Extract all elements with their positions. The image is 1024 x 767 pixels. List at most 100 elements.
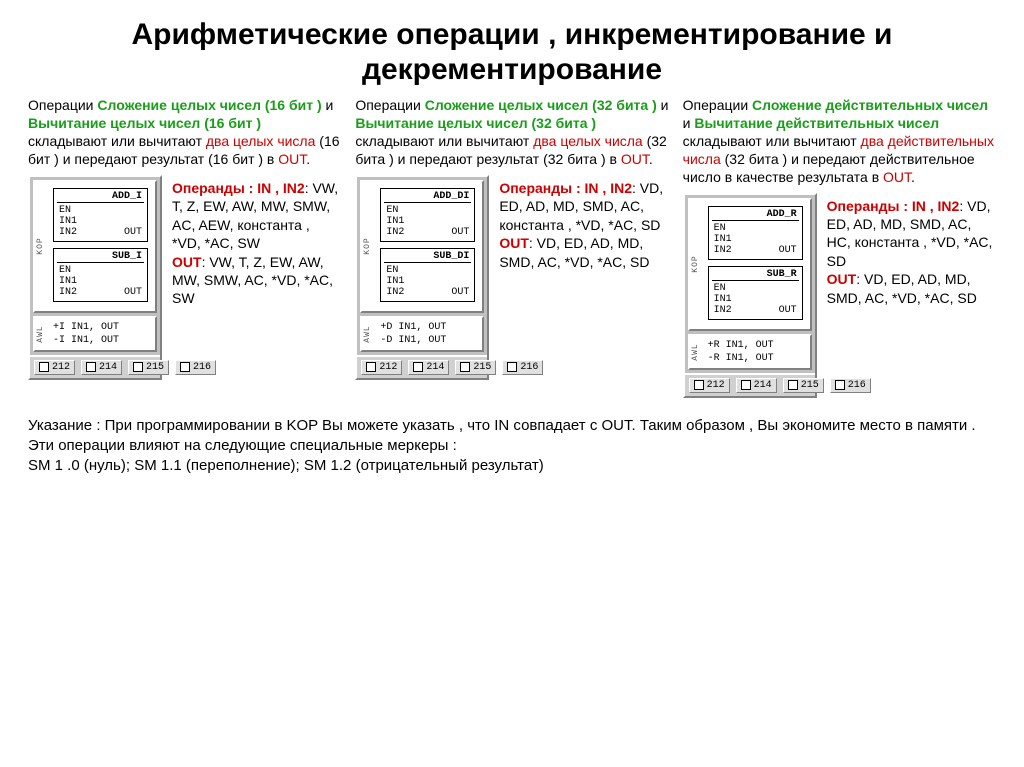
block-name: SUB_I — [57, 251, 144, 263]
awl-line: +I IN1, OUT — [53, 321, 151, 334]
port: EN — [714, 223, 726, 234]
port: EN — [386, 205, 398, 216]
column-16bit: Операции Сложение целых чисел (16 бит ) … — [28, 97, 341, 398]
chip-label: 212 — [52, 362, 70, 373]
awl-label: AWL — [36, 325, 45, 342]
chip-label: 215 — [801, 380, 819, 391]
page-title: Арифметические операции , инкрементирова… — [28, 18, 996, 87]
operand-hint: два целых числа — [206, 133, 316, 149]
port: IN2 — [386, 287, 404, 298]
column-real: Операции Сложение действительных чисел и… — [683, 97, 996, 398]
op-name: Сложение действительных чисел — [752, 97, 988, 113]
desc-16bit: Операции Сложение целых чисел (16 бит ) … — [28, 97, 341, 169]
kop-label: KOP — [363, 237, 372, 254]
operands-in-keys: IN , IN2 — [912, 198, 959, 214]
out-label: OUT — [883, 169, 911, 185]
text: (32 бита ) и передают действительное чис… — [683, 151, 975, 185]
operand-hint: два целых числа — [533, 133, 643, 149]
op-name: Вычитание целых чисел (32 бита ) — [355, 115, 596, 131]
text: . — [911, 169, 915, 185]
port: IN1 — [386, 276, 404, 287]
text: складывают или вычитают — [355, 133, 533, 149]
block-sub-di: SUB_DI EN IN1 IN2 OUT — [380, 248, 475, 302]
plc-panel-32bit: KOP ADD_DI EN IN1 IN2OUT SUB_DI EN IN1 I… — [355, 175, 489, 380]
port: OUT — [779, 245, 797, 256]
port: OUT — [451, 227, 469, 238]
desc-32bit: Операции Сложение целых чисел (32 бита )… — [355, 97, 668, 169]
op-name: Вычитание действительных чисел — [694, 115, 939, 131]
chip-label: 212 — [707, 380, 725, 391]
chip: 215 — [455, 360, 496, 375]
column-32bit: Операции Сложение целых чисел (32 бита )… — [355, 97, 668, 398]
cpu-chips: 212 214 215 216 — [357, 355, 487, 378]
awl-label: AWL — [691, 343, 700, 360]
operands-16bit: Операнды : IN , IN2: VW, T, Z, EW, AW, M… — [172, 175, 341, 380]
port: OUT — [124, 287, 142, 298]
port: EN — [714, 283, 726, 294]
block-name: SUB_R — [712, 269, 799, 281]
chip: 215 — [128, 360, 169, 375]
port: IN2 — [386, 227, 404, 238]
chip: 214 — [736, 378, 777, 393]
text: Операции — [355, 97, 424, 113]
text: Операции — [683, 97, 752, 113]
port: EN — [59, 205, 71, 216]
out-label: OUT — [278, 151, 306, 167]
op-name: Сложение целых чисел (32 бита ) — [425, 97, 657, 113]
block-add-i: ADD_I EN IN1 IN2OUT — [53, 188, 148, 242]
kop-label: KOP — [36, 237, 45, 254]
text: Операции — [28, 97, 97, 113]
port: IN1 — [59, 216, 77, 227]
operands-in-keys: IN , IN2 — [585, 180, 632, 196]
block-sub-i: SUB_I EN IN1 IN2OUT — [53, 248, 148, 302]
port: IN2 — [59, 287, 77, 298]
out-label: OUT — [621, 151, 649, 167]
operands-out-key: OUT — [499, 235, 529, 251]
note-line: Эти операции влияют на следующие специал… — [28, 436, 996, 456]
operands-label: Операнды : — [827, 198, 908, 214]
operands-label: Операнды : — [172, 180, 253, 196]
operands-label: Операнды : — [499, 180, 580, 196]
port: OUT — [451, 287, 469, 298]
awl-line: -R IN1, OUT — [708, 352, 806, 365]
cpu-chips: 212 214 215 216 — [685, 373, 815, 396]
text: складывают или вычитают — [683, 133, 861, 149]
port: IN2 — [59, 227, 77, 238]
plc-panel-real: KOP ADD_R EN IN1 IN2OUT SUB_R EN IN1 IN2… — [683, 193, 817, 398]
port: IN2 — [714, 245, 732, 256]
text: и — [322, 97, 334, 113]
kop-label: KOP — [691, 255, 700, 272]
operands-out-key: OUT — [172, 254, 202, 270]
text: и — [657, 97, 669, 113]
chip: 212 — [34, 360, 75, 375]
operands-32bit: Операнды : IN , IN2: VD, ED, AD, MD, SMD… — [499, 175, 668, 380]
operands-out-key: OUT — [827, 271, 857, 287]
note-line: Указание : При программировании в KOP Вы… — [28, 416, 996, 436]
chip-label: 214 — [426, 362, 444, 373]
chip-label: 214 — [754, 380, 772, 391]
op-name: Сложение целых чисел (16 бит ) — [97, 97, 321, 113]
port: EN — [386, 265, 398, 276]
block-sub-r: SUB_R EN IN1 IN2OUT — [708, 266, 803, 320]
block-name: SUB_DI — [384, 251, 471, 263]
block-name: ADD_R — [712, 209, 799, 221]
awl-label: AWL — [363, 325, 372, 342]
port: IN1 — [59, 276, 77, 287]
block-add-di: ADD_DI EN IN1 IN2OUT — [380, 188, 475, 242]
chip-label: 214 — [99, 362, 117, 373]
block-add-r: ADD_R EN IN1 IN2OUT — [708, 206, 803, 260]
plc-panel-16bit: KOP ADD_I EN IN1 IN2OUT SUB_I EN IN1 IN2… — [28, 175, 162, 380]
chip: 214 — [81, 360, 122, 375]
chip: 214 — [408, 360, 449, 375]
awl-line: -I IN1, OUT — [53, 334, 151, 347]
chip: 212 — [689, 378, 730, 393]
port: OUT — [779, 305, 797, 316]
cpu-chips: 212 214 215 216 — [30, 355, 160, 378]
columns: Операции Сложение целых чисел (16 бит ) … — [28, 97, 996, 398]
text: . — [306, 151, 310, 167]
operands-real: Операнды : IN , IN2: VD, ED, AD, MD, SMD… — [827, 193, 996, 398]
awl-line: -D IN1, OUT — [380, 334, 478, 347]
port: IN2 — [714, 305, 732, 316]
chip-label: 215 — [473, 362, 491, 373]
chip-label: 215 — [146, 362, 164, 373]
